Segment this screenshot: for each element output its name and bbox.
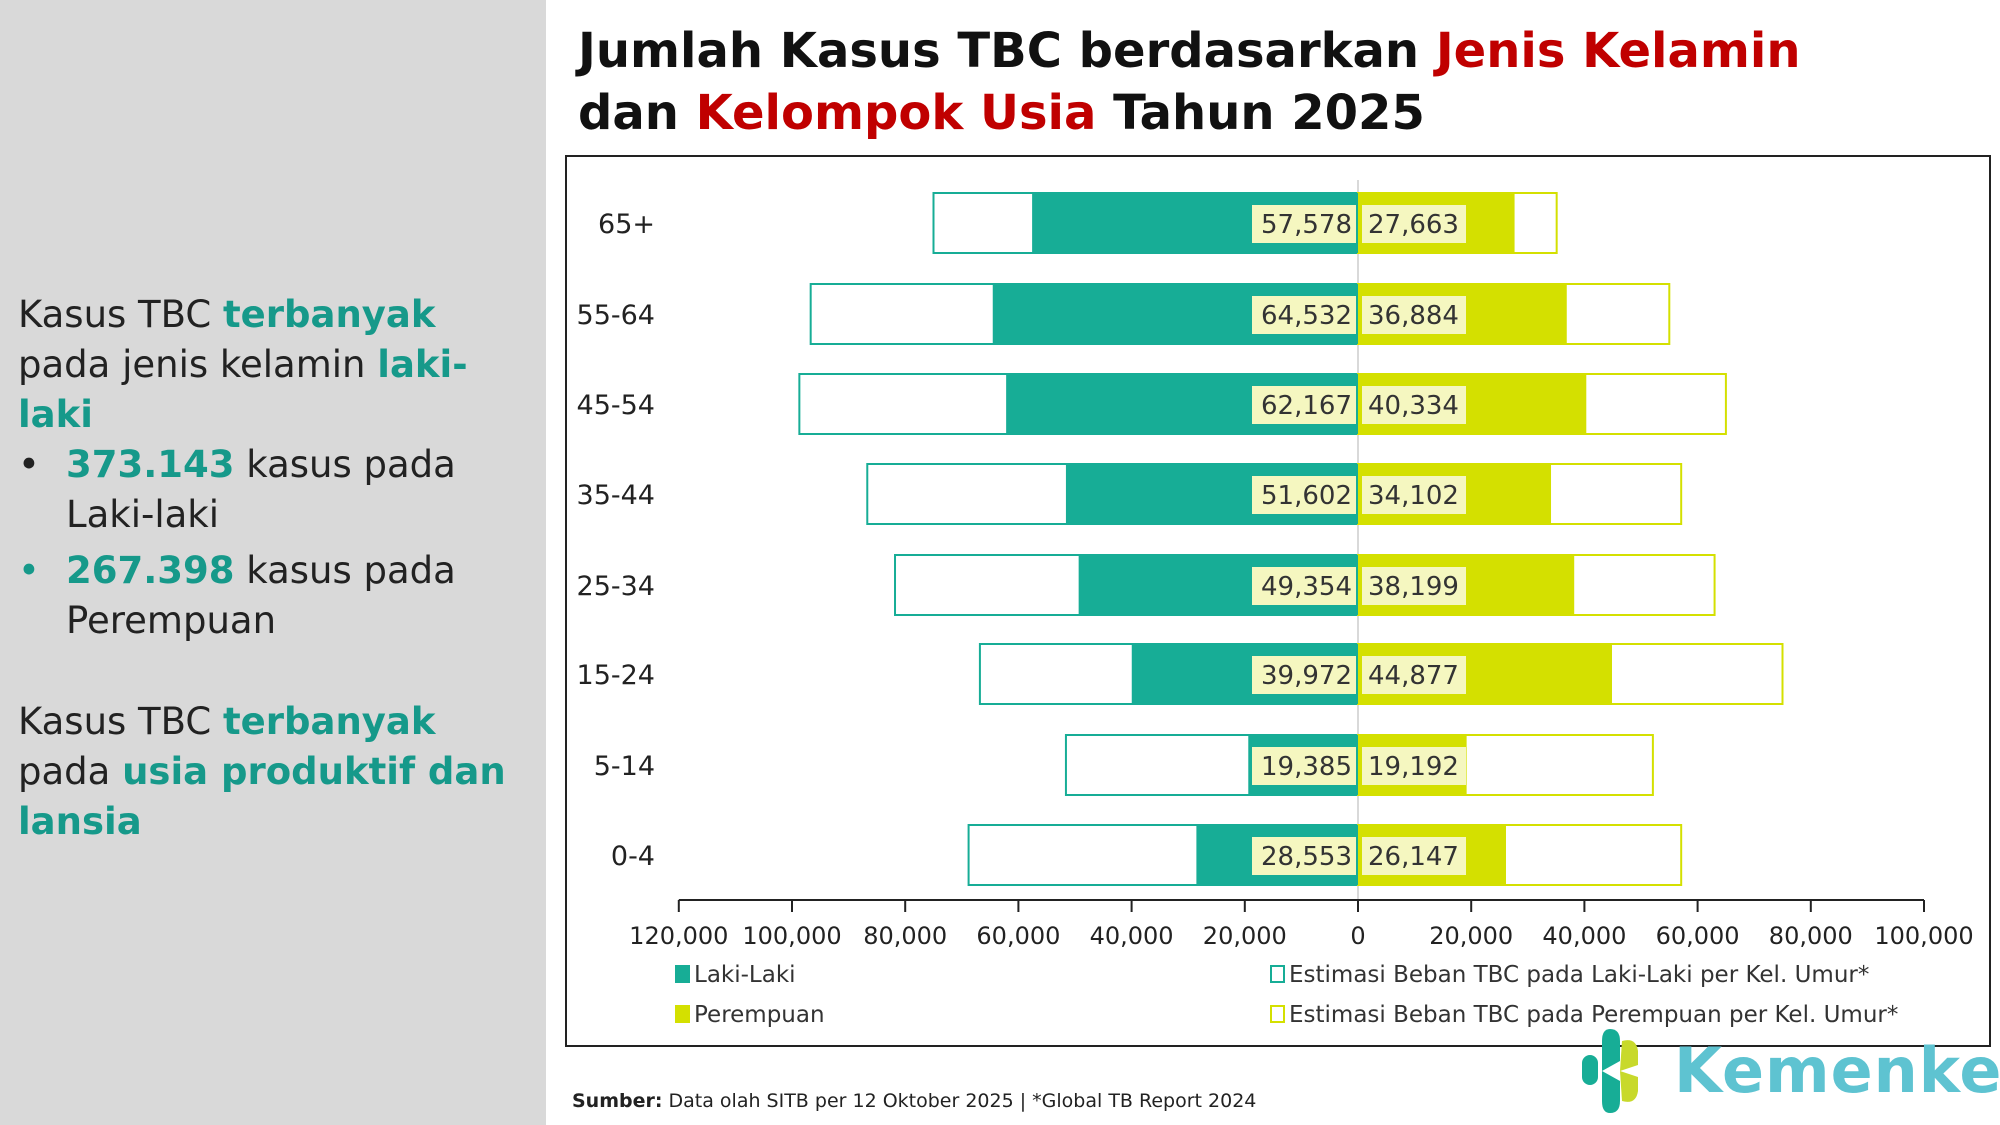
legend-swatch [675, 1005, 690, 1023]
left-panel: Kasus TBC terbanyak pada jenis kelamin l… [0, 0, 546, 1125]
category-label: 5-14 [594, 751, 655, 782]
highlight: terbanyak [222, 293, 436, 336]
data-label-female: 34,102 [1368, 481, 1459, 511]
label-bg-female [1362, 476, 1466, 514]
data-label-male: 49,354 [1261, 572, 1352, 602]
source-text: Data olah SITB per 12 Oktober 2025 | *Gl… [662, 1090, 1257, 1112]
data-label-male: 51,602 [1261, 481, 1352, 511]
category-label: 35-44 [577, 480, 655, 511]
highlight: laki-laki [18, 343, 468, 436]
x-tick-label: 40,000 [1090, 922, 1174, 950]
x-tick-label: 80,000 [863, 922, 947, 950]
title-highlight: Kelompok Usia [695, 85, 1097, 141]
label-bg-male [1252, 476, 1356, 514]
kemenkes-logo-icon [1582, 1029, 1638, 1113]
source-note: Sumber: Data olah SITB per 12 Oktober 20… [572, 1090, 1256, 1112]
legend-label: Estimasi Beban TBC pada Laki-Laki per Ke… [1289, 962, 1869, 988]
bullet-icon: • [18, 549, 40, 592]
text: kasus pada Perempuan [66, 549, 456, 642]
data-label-female: 44,877 [1368, 661, 1459, 691]
chart-frame [565, 155, 1991, 1047]
highlight: usia produktif dan lansia [18, 750, 506, 843]
data-label-male: 57,578 [1261, 210, 1352, 240]
title-text: dan [578, 85, 696, 141]
label-bg-female [1362, 837, 1466, 875]
data-label-male: 19,385 [1261, 752, 1352, 782]
label-bg-female [1362, 656, 1466, 694]
data-label-male: 28,553 [1261, 842, 1352, 872]
text: kasus pada Laki-laki [66, 443, 456, 536]
category-label: 55-64 [577, 300, 655, 331]
data-label-female: 26,147 [1368, 842, 1459, 872]
label-bg-female [1362, 747, 1466, 785]
x-tick-label: 20,000 [1203, 922, 1287, 950]
label-bg-male [1252, 656, 1356, 694]
legend-swatch [1270, 965, 1285, 983]
data-label-male: 64,532 [1261, 301, 1352, 331]
logo-text: Kemenkes [1674, 1033, 2000, 1107]
category-label: 65+ [598, 209, 655, 240]
x-tick-label: 40,000 [1542, 922, 1626, 950]
page-title: Jumlah Kasus TBC berdasarkan Jenis Kelam… [578, 20, 1801, 144]
highlight: terbanyak [222, 700, 436, 743]
legend-label: Laki-Laki [694, 962, 796, 988]
source-label: Sumber: [572, 1090, 663, 1112]
bullet-male: • 373.143 kasus pada Laki-laki [18, 440, 538, 540]
male-count: 373.143 [66, 443, 235, 486]
label-bg-female [1362, 567, 1466, 605]
label-bg-male [1252, 837, 1356, 875]
x-tick-label: 0 [1350, 922, 1365, 950]
title-highlight: Jenis Kelamin [1435, 23, 1801, 79]
category-label: 0-4 [611, 841, 655, 872]
x-tick-label: 20,000 [1429, 922, 1513, 950]
label-bg-male [1252, 567, 1356, 605]
label-bg-male [1252, 205, 1356, 243]
data-label-female: 36,884 [1368, 301, 1459, 331]
summary-sex: Kasus TBC terbanyak pada jenis kelamin l… [18, 290, 538, 440]
bullet-icon: • [18, 443, 40, 486]
category-label: 45-54 [577, 390, 655, 421]
data-label-female: 27,663 [1368, 210, 1459, 240]
legend-label: Perempuan [694, 1002, 825, 1028]
text: Kasus TBC [18, 293, 223, 336]
x-tick-label: 100,000 [742, 922, 841, 950]
x-tick-label: 80,000 [1769, 922, 1853, 950]
label-bg-male [1252, 296, 1356, 334]
label-bg-female [1362, 386, 1466, 424]
data-label-male: 39,972 [1261, 661, 1352, 691]
category-label: 25-34 [577, 571, 655, 602]
label-bg-male [1252, 747, 1356, 785]
label-bg-female [1362, 205, 1466, 243]
text: Kasus TBC [18, 700, 223, 743]
data-label-female: 40,334 [1368, 391, 1459, 421]
legend-swatch [1270, 1005, 1285, 1023]
label-bg-female [1362, 296, 1466, 334]
x-tick-label: 120,000 [629, 922, 728, 950]
kemenkes-logo: Kemenkes [1580, 1025, 2000, 1115]
category-label: 15-24 [577, 660, 655, 691]
x-tick-label: 60,000 [1656, 922, 1740, 950]
data-label-female: 38,199 [1368, 572, 1459, 602]
text: pada [18, 750, 123, 793]
title-text: Jumlah Kasus TBC berdasarkan [578, 23, 1436, 79]
data-label-male: 62,167 [1261, 391, 1352, 421]
data-label-female: 19,192 [1368, 752, 1459, 782]
legend-swatch [675, 965, 690, 983]
title-text: Tahun 2025 [1096, 85, 1425, 141]
female-count: 267.398 [66, 549, 235, 592]
label-bg-male [1252, 386, 1356, 424]
text: pada jenis kelamin [18, 343, 378, 386]
bullet-female: • 267.398 kasus pada Perempuan [18, 546, 538, 646]
legend-label: Estimasi Beban TBC pada Perempuan per Ke… [1289, 1002, 1898, 1028]
summary-age: Kasus TBC terbanyak pada usia produktif … [18, 697, 538, 847]
x-tick-label: 60,000 [976, 922, 1060, 950]
x-tick-label: 100,000 [1874, 922, 1973, 950]
